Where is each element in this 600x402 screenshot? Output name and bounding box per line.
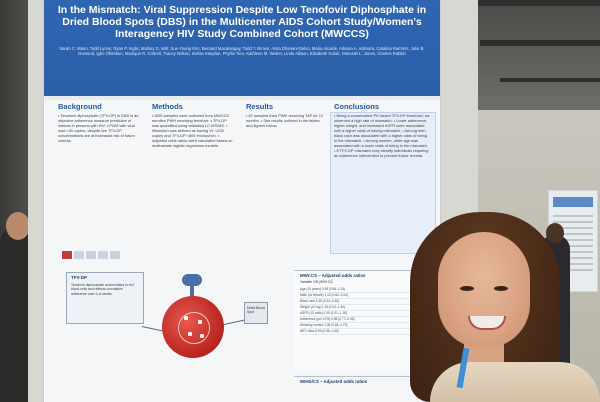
- section-body: • DBS samples were collected from MWCCS …: [152, 113, 233, 148]
- eye: [460, 286, 474, 291]
- presenter: [402, 212, 600, 402]
- table-body: Age (10 years) 0.98 (0.84–1.15) Male (vs…: [300, 287, 428, 335]
- section-heading: Background: [58, 102, 102, 111]
- eye: [494, 286, 508, 291]
- ceiling-beam: [500, 78, 600, 82]
- conclusions-box: [330, 112, 436, 254]
- poster-header: In the Mismatch: Viral Suppression Despi…: [44, 0, 440, 96]
- diagram-info-box: TFV-DP Tenofovir diphosphate accumulates…: [66, 272, 144, 324]
- logo-mark: [86, 251, 96, 259]
- ceiling-beam: [470, 0, 600, 6]
- section-heading: Results: [246, 102, 274, 111]
- research-poster: In the Mismatch: Viral Suppression Despi…: [44, 0, 440, 402]
- logo-mark: [62, 251, 72, 259]
- receptor-icon: [182, 274, 202, 286]
- left-attendee-head: [6, 212, 30, 240]
- diagram-arrow: [223, 319, 246, 325]
- table-row: Age (10 years) 0.98 (0.84–1.15): [300, 287, 428, 293]
- section-body: • Tenofovir diphosphate (TFV-DP) in DBS …: [58, 113, 139, 143]
- table-row: Male (vs female) 1.12 (0.62–2.04): [300, 293, 428, 299]
- methods-section: Methods • DBS samples were collected fro…: [152, 102, 234, 148]
- receptor-stem: [190, 286, 194, 298]
- diagram-arrow: [141, 326, 164, 332]
- table-row: eGFR (10 units) 1.09 (1.01–1.18): [300, 311, 428, 317]
- results-section: Results • 87 samples from PWH receiving …: [246, 102, 326, 128]
- table-row: Weight (10 kg) 1.18 (1.04–1.34): [300, 305, 428, 311]
- table-row: Smoking current 1.05 (0.64–1.73): [300, 323, 428, 329]
- poster-authors: Sarah C. Mann, Todd Lyons, Ryan P. Ingli…: [59, 46, 425, 57]
- section-heading: Methods: [152, 102, 183, 111]
- table-row: Black race 1.48 (0.91–2.40): [300, 299, 428, 305]
- smile: [468, 316, 506, 330]
- logo-mark: [74, 251, 84, 259]
- section-heading: Conclusions: [334, 102, 380, 111]
- poster-title: In the Mismatch: Viral Suppression Despi…: [57, 4, 427, 40]
- diagram-box-text: Tenofovir diphosphate accumulates in red…: [71, 283, 134, 296]
- table-header: Variable OR (95% CI): [300, 280, 333, 284]
- logo-strip: [44, 96, 440, 100]
- conclusions-section: Conclusions • Being a conservative PK-ba…: [334, 102, 430, 158]
- second-odds-ratio-table: WIHS/CS – Adjusted odds ratios: [294, 376, 434, 402]
- table-row: Adherence (per 10%) 0.86 (0.77–0.96): [300, 317, 428, 323]
- section-body: • 87 samples from PWH receiving TAF for …: [246, 113, 324, 128]
- diagram-box-title: TFV-DP: [71, 275, 88, 280]
- molecule-dot: [198, 320, 202, 324]
- molecule-dot: [184, 316, 188, 320]
- table-title: MWCCS – Adjusted odds ratios: [300, 273, 366, 278]
- presenter-shirt: [430, 362, 600, 402]
- section-body: • Being a conservative PK-based TFV-DP t…: [334, 113, 430, 158]
- dbs-card-icon: [244, 302, 268, 324]
- ceiling-beam: [480, 40, 600, 46]
- table-row: ART class 0.94 (0.55–1.60): [300, 329, 428, 335]
- background-section: Background • Tenofovir diphosphate (TFV-…: [58, 102, 140, 143]
- logo-mark: [98, 251, 108, 259]
- presenter-face: [438, 232, 530, 348]
- molecule-dot: [188, 332, 192, 336]
- mechanism-diagram: TFV-DP Tenofovir diphosphate accumulates…: [66, 272, 286, 392]
- dbs-card-label: Dried Blood Spot: [247, 306, 265, 314]
- cell-inner-ring: [178, 312, 210, 344]
- red-blood-cell-icon: [162, 296, 224, 358]
- molecule-dot: [200, 334, 204, 338]
- logo-mark: [110, 251, 120, 259]
- table-title: WIHS/CS – Adjusted odds ratios: [300, 379, 368, 384]
- logo-row: [62, 246, 148, 260]
- attendee-head: [546, 223, 564, 243]
